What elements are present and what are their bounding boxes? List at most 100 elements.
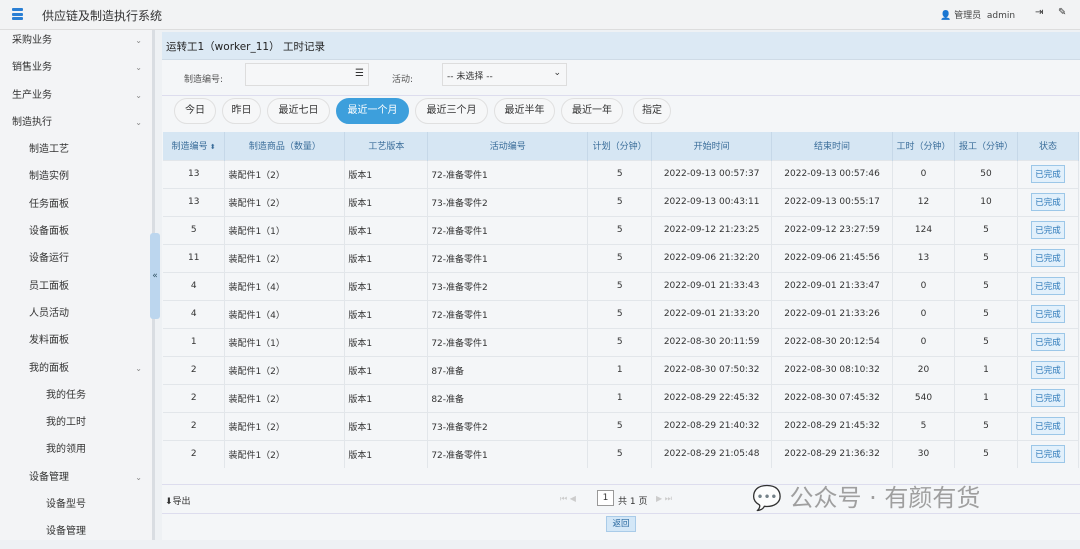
next-last-page-buttons[interactable]: ▶ ⏭ bbox=[656, 494, 672, 503]
table-cell: 5 bbox=[587, 411, 653, 440]
range-button[interactable]: 指定 bbox=[633, 98, 671, 124]
range-button[interactable]: 最近半年 bbox=[494, 98, 555, 124]
table-cell: 已完成 bbox=[1017, 215, 1080, 244]
sidebar-item[interactable]: 制造执行 ⌄ bbox=[0, 112, 152, 139]
table-cell: 5 bbox=[587, 243, 653, 272]
range-button[interactable]: 最近一个月 bbox=[336, 98, 409, 124]
table-cell: 20 bbox=[892, 355, 955, 384]
export-button[interactable]: ⬇导出 bbox=[165, 497, 191, 507]
table-cell: 版本1 bbox=[344, 383, 429, 412]
column-header[interactable]: 计划（分钟） bbox=[587, 132, 653, 160]
table-cell: 版本1 bbox=[344, 299, 429, 328]
table-cell: 2022-08-30 07:45:32 bbox=[771, 383, 894, 412]
filter-bar: 制造编号: ☰ 活动: -- 未选择 -- ⌄ bbox=[162, 60, 1080, 96]
page-input[interactable]: 1 bbox=[597, 490, 614, 506]
range-button[interactable]: 今日 bbox=[174, 98, 216, 124]
sidebar-item[interactable]: 采购业务 ⌄ bbox=[0, 30, 152, 57]
table-cell: 72-准备零件1 bbox=[427, 327, 589, 356]
range-button[interactable]: 最近三个月 bbox=[415, 98, 488, 124]
table-cell: 版本1 bbox=[344, 243, 429, 272]
logout-icon[interactable]: ⇥ bbox=[1035, 7, 1044, 18]
table-cell: 装配件1（2） bbox=[224, 159, 346, 188]
table-row[interactable]: 2 装配件1（2） 版本1 73-准备零件2 5 2022-08-29 21:40:32 2… bbox=[163, 411, 1080, 440]
sidebar-item[interactable]: 设备面板 bbox=[0, 221, 152, 248]
table-cell: 装配件1（2） bbox=[224, 355, 346, 384]
table-row[interactable]: 5 装配件1（1） 版本1 72-准备零件1 5 2022-09-12 21:23:25 2… bbox=[163, 215, 1080, 244]
table-row[interactable]: 2 装配件1（2） 版本1 87-准备 1 2022-08-30 07:50:32 2022… bbox=[163, 355, 1080, 384]
sort-icon[interactable]: ⬍ bbox=[207, 143, 216, 152]
table-cell: 0 bbox=[892, 327, 955, 356]
brush-icon[interactable]: ✎ bbox=[1058, 7, 1067, 18]
sidebar-item[interactable]: 销售业务 ⌄ bbox=[0, 57, 152, 84]
table-row[interactable]: 4 装配件1（4） 版本1 72-准备零件1 5 2022-09-01 21:33:20 2… bbox=[163, 299, 1080, 328]
column-header[interactable]: 工艺版本 bbox=[344, 132, 429, 160]
table-cell: 2022-09-13 00:43:11 bbox=[651, 187, 773, 216]
range-button[interactable]: 昨日 bbox=[222, 98, 261, 124]
sidebar-item[interactable]: 我的领用 bbox=[0, 439, 152, 466]
table-cell: 2022-09-06 21:45:56 bbox=[771, 243, 894, 272]
table-cell: 5 bbox=[892, 411, 955, 440]
table-cell: 版本1 bbox=[344, 159, 429, 188]
table-cell: 已完成 bbox=[1017, 159, 1080, 188]
sidebar-item[interactable]: 设备运行 bbox=[0, 248, 152, 275]
table-cell: 1 bbox=[954, 383, 1018, 412]
sidebar-item[interactable]: 制造实例 bbox=[0, 166, 152, 193]
list-icon[interactable]: ☰ bbox=[355, 68, 364, 79]
column-header[interactable]: 工时（分钟） bbox=[892, 132, 955, 160]
sidebar-item[interactable]: 发料面板 bbox=[0, 330, 152, 357]
first-prev-page-buttons[interactable]: ⏮ ◀ bbox=[560, 494, 576, 503]
activity-select[interactable]: -- 未选择 -- ⌄ bbox=[442, 63, 567, 86]
table-cell: 2022-08-30 20:12:54 bbox=[771, 327, 894, 356]
sidebar-item[interactable]: 我的面板 ⌄ bbox=[0, 358, 152, 385]
sidebar-item[interactable]: 人员活动 bbox=[0, 303, 152, 330]
sidebar-item-label: 我的面板 bbox=[29, 362, 69, 374]
column-header[interactable]: 状态 bbox=[1017, 132, 1080, 160]
table-cell: 0 bbox=[892, 271, 955, 300]
column-header[interactable]: 制造编号 ⬍ bbox=[163, 132, 226, 160]
sidebar-item[interactable]: 我的任务 bbox=[0, 385, 152, 412]
table-cell: 装配件1（2） bbox=[224, 243, 346, 272]
table-row[interactable]: 1 装配件1（1） 版本1 72-准备零件1 5 2022-08-30 20:11:59 2… bbox=[163, 327, 1080, 356]
table-row[interactable]: 13 装配件1（2） 版本1 72-准备零件1 5 2022-09-13 00:57:37… bbox=[163, 159, 1080, 188]
sidebar-item-label: 任务面板 bbox=[29, 198, 69, 210]
range-button[interactable]: 最近一年 bbox=[561, 98, 623, 124]
table-cell: 2022-08-30 07:50:32 bbox=[651, 355, 773, 384]
sidebar-item[interactable]: 制造工艺 bbox=[0, 139, 152, 166]
page-title: 运转工1（worker_11） 工时记录 bbox=[162, 32, 1080, 60]
table-cell: 2022-09-01 21:33:26 bbox=[771, 299, 894, 328]
user-info[interactable]: 👤 管理员 admin bbox=[940, 8, 1015, 21]
collapse-sidebar-button[interactable]: « bbox=[150, 233, 160, 319]
table-row[interactable]: 13 装配件1（2） 版本1 73-准备零件2 5 2022-09-13 00:43:11… bbox=[163, 187, 1080, 216]
sidebar-item[interactable]: 设备管理 ⌄ bbox=[0, 467, 152, 494]
table-cell: 30 bbox=[892, 439, 955, 468]
table-row[interactable]: 11 装配件1（2） 版本1 72-准备零件1 5 2022-09-06 21:32:20… bbox=[163, 243, 1080, 272]
table-cell: 2022-09-01 21:33:20 bbox=[651, 299, 773, 328]
sidebar-item[interactable]: 设备型号 bbox=[0, 494, 152, 521]
table-cell: 5 bbox=[163, 215, 226, 244]
table-cell: 5 bbox=[954, 327, 1018, 356]
range-button[interactable]: 最近七日 bbox=[267, 98, 330, 124]
menu-icon[interactable] bbox=[12, 8, 23, 20]
sidebar-item[interactable]: 员工面板 bbox=[0, 276, 152, 303]
sidebar-item[interactable]: 设备管理 bbox=[0, 521, 152, 548]
table-cell: 已完成 bbox=[1017, 439, 1080, 468]
column-header[interactable]: 报工（分钟） bbox=[954, 132, 1018, 160]
sidebar-item[interactable]: 任务面板 bbox=[0, 194, 152, 221]
table-cell: 已完成 bbox=[1017, 327, 1080, 356]
back-button[interactable]: 返回 bbox=[606, 516, 636, 532]
table-cell: 5 bbox=[587, 159, 653, 188]
table-cell: 已完成 bbox=[1017, 299, 1080, 328]
table-row[interactable]: 4 装配件1（4） 版本1 73-准备零件2 5 2022-09-01 21:33:43 2… bbox=[163, 271, 1080, 300]
column-header[interactable]: 结束时间 bbox=[771, 132, 894, 160]
sidebar-item[interactable]: 生产业务 ⌄ bbox=[0, 85, 152, 112]
table-row[interactable]: 2 装配件1（2） 版本1 82-准备 1 2022-08-29 22:45:32 2022… bbox=[163, 383, 1080, 412]
table-cell: 版本1 bbox=[344, 355, 429, 384]
column-header[interactable]: 制造商品（数量） bbox=[224, 132, 346, 160]
order-input[interactable]: ☰ bbox=[245, 63, 369, 86]
column-header[interactable]: 开始时间 bbox=[651, 132, 773, 160]
table-row[interactable]: 2 装配件1（2） 版本1 72-准备零件1 5 2022-08-29 21:05:48 2… bbox=[163, 439, 1080, 468]
sidebar-item[interactable]: 我的工时 bbox=[0, 412, 152, 439]
user-name: admin bbox=[986, 11, 1016, 21]
table-cell: 5 bbox=[954, 215, 1018, 244]
column-header[interactable]: 活动编号 bbox=[427, 132, 589, 160]
